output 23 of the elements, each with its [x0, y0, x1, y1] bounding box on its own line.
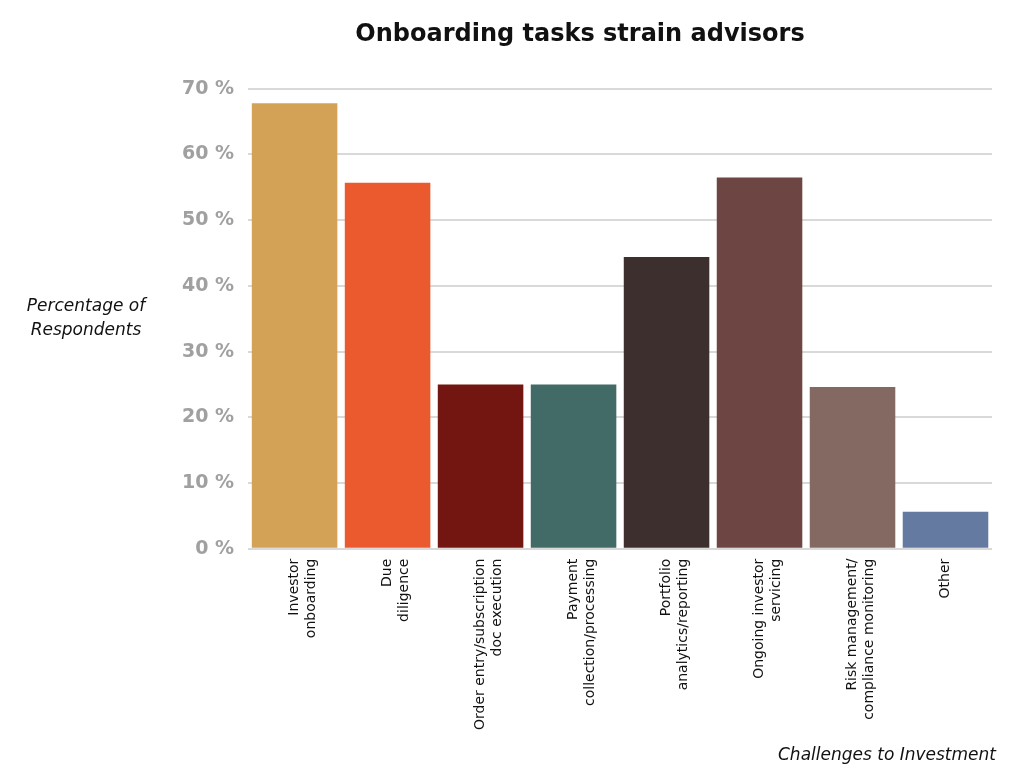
bar	[809, 387, 896, 548]
bar	[902, 511, 989, 548]
y-tick-label: 50 %	[182, 207, 235, 230]
y-tick-label: 40 %	[182, 272, 235, 295]
y-tick-label: 30 %	[182, 338, 235, 361]
y-tick-label: 10 %	[182, 469, 235, 492]
bar	[251, 103, 338, 548]
y-tick-label: 20 %	[182, 404, 235, 427]
x-tick-label: Investor onboarding	[285, 558, 319, 639]
bar	[344, 182, 431, 548]
y-tick-label: 70 %	[182, 75, 235, 98]
x-tick-label: Other	[936, 558, 953, 599]
bar	[530, 384, 617, 548]
y-axis-title: Percentage of Respondents	[26, 295, 149, 340]
bar	[716, 177, 803, 548]
y-tick-label: 60 %	[182, 141, 235, 164]
bar	[437, 384, 524, 548]
x-tick-label: Due diligence	[378, 558, 412, 622]
x-axis-title: Challenges to Investment	[777, 743, 998, 764]
y-tick-label: 0 %	[195, 535, 235, 558]
bar	[623, 256, 710, 548]
x-tick-label: Ongoing investor servicing	[750, 558, 783, 679]
chart-title: Onboarding tasks strain advisors	[355, 18, 805, 47]
